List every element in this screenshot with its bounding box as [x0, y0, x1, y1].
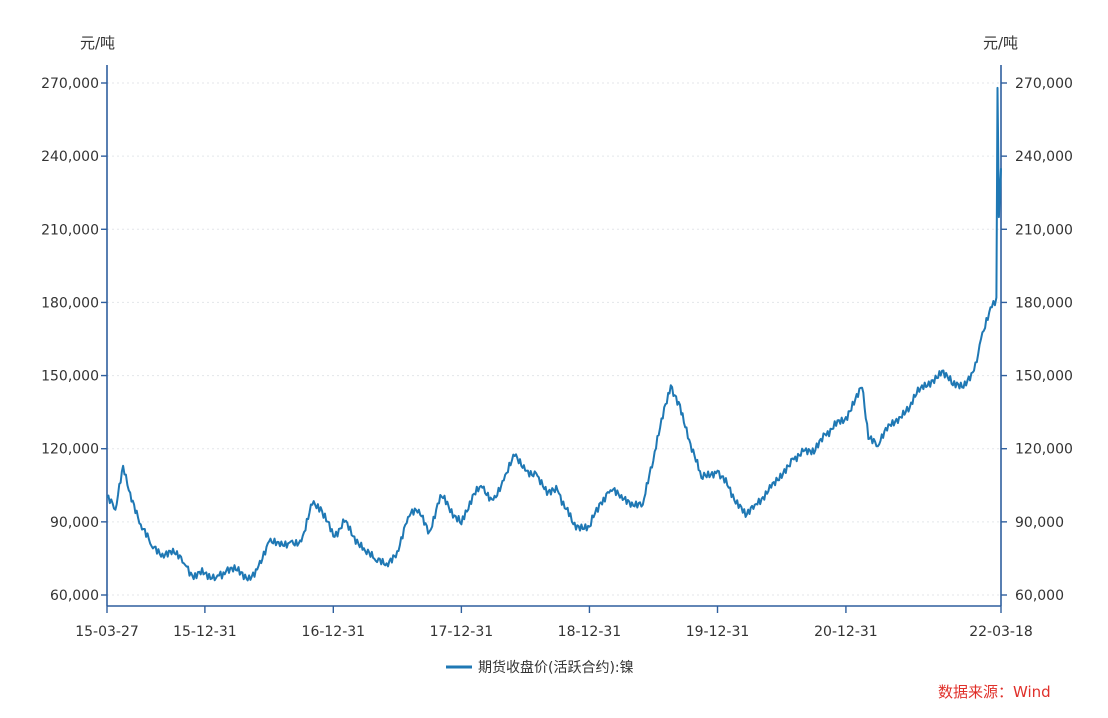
y-tick-label-right: 180,000 — [1015, 295, 1073, 311]
x-tick-label: 16-12-31 — [302, 624, 366, 640]
y-tick-label-right: 210,000 — [1015, 222, 1073, 238]
y-tick-label-left: 60,000 — [50, 588, 99, 604]
x-tick-label: 17-12-31 — [430, 624, 494, 640]
y-tick-label-right: 60,000 — [1015, 588, 1064, 604]
series-line-nickel — [106, 86, 1002, 582]
y-tick-label-left: 90,000 — [50, 515, 99, 531]
y-tick-label-left: 120,000 — [41, 442, 99, 458]
legend-label: 期货收盘价(活跃合约):镍 — [478, 659, 634, 676]
axes — [106, 65, 1002, 607]
x-tick-label: 15-12-31 — [173, 624, 237, 640]
legend: 期货收盘价(活跃合约):镍 — [446, 659, 634, 676]
x-tick-label: 22-03-18 — [969, 624, 1033, 640]
y-tick-label-right: 270,000 — [1015, 76, 1073, 92]
y-tick-label-right: 150,000 — [1015, 369, 1073, 385]
y-unit-left: 元/吨 — [80, 34, 115, 52]
y-tick-label-right: 90,000 — [1015, 515, 1064, 531]
source-note: 数据来源：Wind — [938, 683, 1051, 701]
x-tick-label: 20-12-31 — [814, 624, 878, 640]
x-tick-label: 15-03-27 — [75, 624, 139, 640]
y-tick-label-left: 180,000 — [41, 295, 99, 311]
y-tick-label-right: 120,000 — [1015, 442, 1073, 458]
x-tick-label: 19-12-31 — [686, 624, 750, 640]
y-tick-label-right: 240,000 — [1015, 149, 1073, 165]
grid — [107, 82, 1001, 596]
y-tick-label-left: 270,000 — [41, 76, 99, 92]
x-tick-label: 18-12-31 — [558, 624, 622, 640]
series-group — [106, 86, 1002, 582]
y-tick-label-left: 150,000 — [41, 369, 99, 385]
y-unit-right: 元/吨 — [983, 34, 1018, 52]
ticks: 60,000 60,000 90,000 90,000 120,000 120,000 15… — [41, 76, 1073, 640]
y-tick-label-left: 210,000 — [41, 222, 99, 238]
y-tick-label-left: 240,000 — [41, 149, 99, 165]
